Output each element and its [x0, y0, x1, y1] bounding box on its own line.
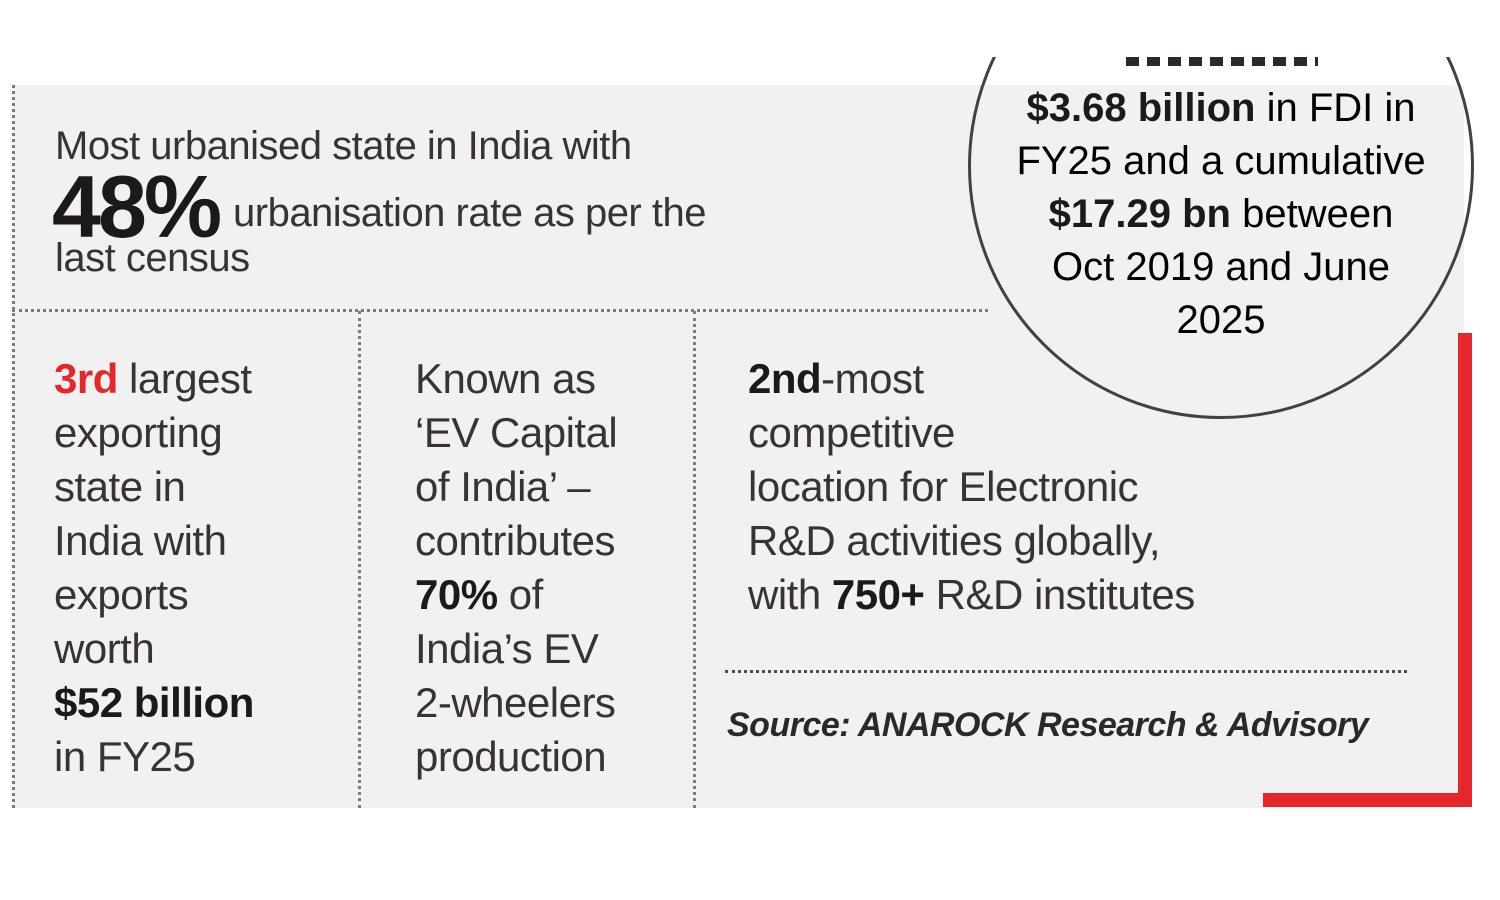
stat-column-ev-capital: Known as ‘EV Capital of India’ – contrib… — [415, 355, 618, 780]
horizontal-divider-top — [12, 309, 988, 312]
urbanisation-rate-stat: 48% — [52, 157, 222, 256]
column-divider-2 — [693, 311, 696, 808]
headline-line1: Most urbanised state in India with — [55, 124, 632, 168]
source-credit: Source: ANAROCK Research & Advisory — [727, 706, 1369, 744]
stats-panel-background — [12, 85, 1464, 808]
column-divider-1 — [358, 311, 361, 808]
stat-column-rnd: 2nd-most competitive location for Electr… — [748, 355, 1195, 618]
red-bracket-vertical — [1458, 333, 1472, 807]
headline-line3: last census — [55, 236, 250, 280]
stat-column-exports: 3rd largest exporting state in India wit… — [54, 355, 254, 780]
headline-line2: urbanisation rate as per the — [233, 191, 706, 235]
red-bracket-horizontal — [1263, 793, 1472, 807]
source-divider — [725, 670, 1407, 673]
fdi-circle-text: $3.68 billion in FDI in FY25 and a cumul… — [1016, 86, 1426, 342]
cropped-text-fragments — [1126, 57, 1318, 66]
